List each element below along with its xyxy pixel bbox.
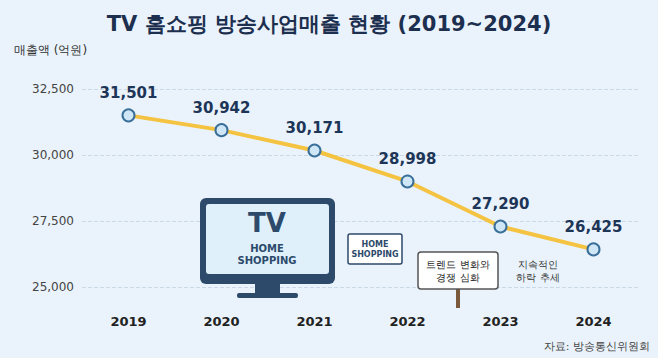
svg-text:27,290: 27,290 xyxy=(472,195,530,213)
svg-text:2022: 2022 xyxy=(389,314,425,329)
svg-text:매출액 (억원): 매출액 (억원) xyxy=(14,43,87,57)
svg-text:30,171: 30,171 xyxy=(286,119,344,137)
svg-text:2024: 2024 xyxy=(575,314,611,329)
svg-text:HOME: HOME xyxy=(250,243,284,254)
svg-text:2021: 2021 xyxy=(296,314,332,329)
svg-text:하락 추세: 하락 추세 xyxy=(516,272,559,283)
svg-text:TV: TV xyxy=(248,208,286,238)
svg-text:26,425: 26,425 xyxy=(565,218,623,236)
svg-text:28,998: 28,998 xyxy=(379,150,437,168)
svg-text:2023: 2023 xyxy=(482,314,518,329)
svg-text:25,000: 25,000 xyxy=(32,280,74,294)
svg-text:2020: 2020 xyxy=(203,314,239,329)
svg-text:지속적인: 지속적인 xyxy=(518,259,558,270)
svg-text:TV 홈쇼핑 방송사업매출 현황 (2019~2024): TV 홈쇼핑 방송사업매출 현황 (2019~2024) xyxy=(107,12,552,36)
svg-text:HOME: HOME xyxy=(362,240,389,249)
svg-text:30,942: 30,942 xyxy=(193,99,251,117)
svg-text:트렌드 변화와: 트렌드 변화와 xyxy=(426,259,489,270)
svg-text:30,000: 30,000 xyxy=(32,148,74,162)
svg-text:27,500: 27,500 xyxy=(32,214,74,228)
svg-text:자료: 방송통신위원회: 자료: 방송통신위원회 xyxy=(544,340,650,353)
svg-text:2019: 2019 xyxy=(110,314,146,329)
svg-text:SHOPPING: SHOPPING xyxy=(237,255,296,266)
svg-text:31,501: 31,501 xyxy=(100,84,158,102)
svg-text:경쟁 심화: 경쟁 심화 xyxy=(436,272,479,283)
svg-text:32,500: 32,500 xyxy=(32,82,74,96)
svg-text:SHOPPING: SHOPPING xyxy=(351,250,398,259)
